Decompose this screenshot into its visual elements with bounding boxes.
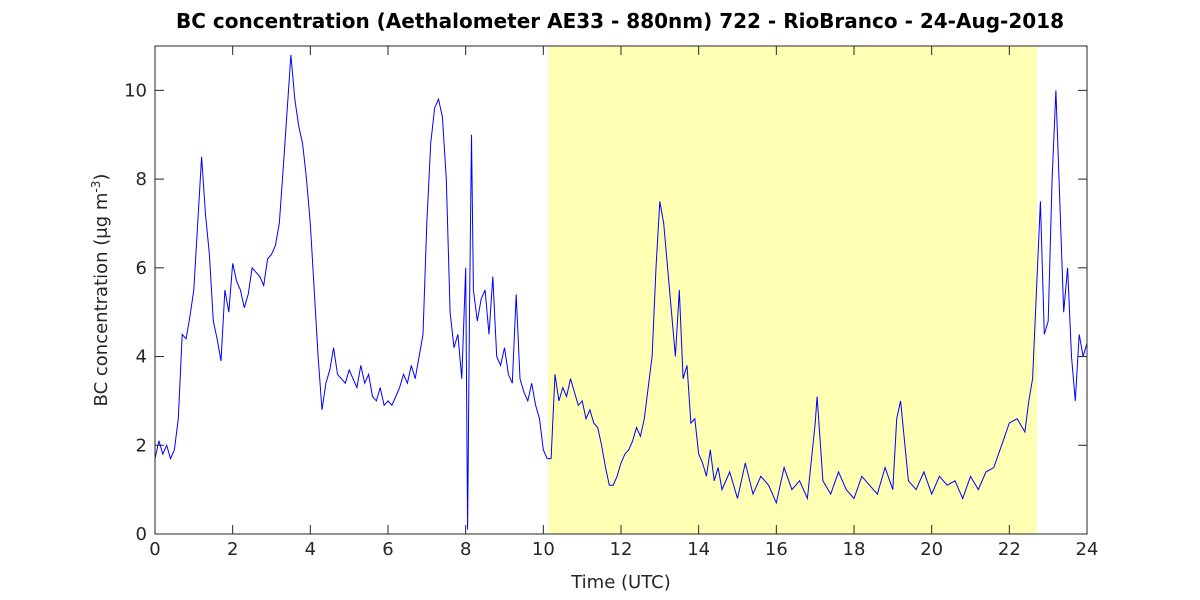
y-tick-label: 6 — [136, 258, 147, 279]
x-tick-label: 22 — [998, 539, 1021, 560]
x-tick-label: 2 — [227, 539, 238, 560]
y-axis-label: BC concentration (μg m-3) — [89, 174, 112, 407]
shaded-span — [547, 46, 1037, 534]
x-tick-label: 18 — [843, 539, 866, 560]
y-axis-label-sup: -3 — [89, 181, 103, 193]
x-tick-label: 8 — [460, 539, 471, 560]
x-tick-label: 24 — [1076, 539, 1099, 560]
x-tick-label: 16 — [765, 539, 788, 560]
chart-title: BC concentration (Aethalometer AE33 - 88… — [176, 9, 1064, 33]
y-tick-label: 2 — [136, 435, 147, 456]
x-tick-label: 10 — [532, 539, 555, 560]
x-axis-label: Time (UTC) — [570, 572, 671, 593]
y-tick-label: 8 — [136, 169, 147, 190]
y-axis-label-end: ) — [91, 174, 112, 181]
y-tick-label: 10 — [124, 80, 147, 101]
x-tick-label: 12 — [610, 539, 633, 560]
x-tick-label: 0 — [149, 539, 160, 560]
x-tick-label: 4 — [305, 539, 316, 560]
x-tick-label: 20 — [920, 539, 943, 560]
x-tick-label: 14 — [687, 539, 710, 560]
data-line — [154, 54, 1088, 530]
y-tick-label: 0 — [136, 524, 147, 545]
x-tick-label: 6 — [382, 539, 393, 560]
y-axis-label-main: BC concentration (μg m — [91, 193, 112, 407]
y-tick-label: 4 — [136, 347, 147, 368]
